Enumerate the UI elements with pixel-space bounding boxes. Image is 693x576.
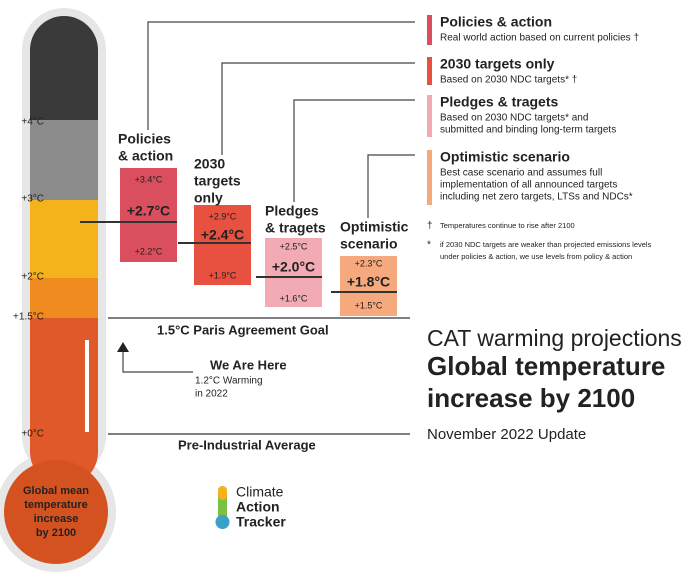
scenario-label: only	[194, 190, 223, 206]
leader	[367, 154, 415, 218]
goal-label: 1.5°C Paris Agreement Goal	[157, 322, 329, 337]
scenario-mid: +2.4°C	[201, 227, 244, 243]
legend-title: Pledges & tragets	[440, 94, 558, 110]
scenario-label: & action	[118, 148, 173, 164]
legend-text: Based on 2030 NDC targets* †	[440, 75, 577, 86]
logo-text: Action	[236, 499, 280, 515]
here-text: 1.2°C Warming	[195, 376, 263, 387]
logo-text: Tracker	[236, 514, 286, 530]
scenario-box	[340, 256, 397, 316]
scenario-high: +2.9°C	[209, 211, 237, 221]
legend-text: Based on 2030 NDC targets* and	[440, 113, 588, 124]
bulb-text: by 2100	[36, 527, 76, 539]
scale-label: +4°C	[21, 117, 44, 128]
legend-text: Best case scenario and assumes full	[440, 168, 602, 179]
band	[30, 278, 98, 318]
scenario-box	[120, 168, 177, 262]
bulb-text: temperature	[24, 499, 88, 511]
bulb-text: increase	[34, 513, 79, 525]
here-leader	[122, 352, 193, 373]
scenario-label: Pledges	[265, 203, 319, 219]
scenario-low: +1.9°C	[209, 270, 237, 280]
scenario-label: Optimistic	[340, 219, 409, 235]
scenario-box	[194, 205, 251, 285]
legend-text: implementation of all announced targets	[440, 180, 617, 191]
scenario-label: targets	[194, 173, 241, 189]
legend-text: including net zero targets, LTSs and NDC…	[440, 192, 633, 203]
logo-text: Climate	[236, 484, 284, 500]
heading-kicker: CAT warming projections	[427, 325, 682, 351]
scale-label: +1.5°C	[13, 312, 44, 323]
scenario-label: scenario	[340, 236, 398, 252]
scenario-high: +3.4°C	[135, 174, 163, 184]
here-arrow	[117, 342, 129, 352]
band	[30, 16, 98, 120]
heading-subtitle: November 2022 Update	[427, 426, 586, 443]
note-text: Temperatures continue to rise after 2100	[440, 221, 575, 230]
legend-text: submitted and binding long-term targets	[440, 125, 616, 136]
here-text: in 2022	[195, 389, 228, 400]
note-text: under policies & action, we use levels f…	[440, 252, 632, 261]
scenario-low: +1.5°C	[355, 300, 383, 310]
leader	[221, 62, 415, 155]
legend-swatch	[427, 57, 432, 85]
bulb	[4, 460, 108, 564]
scenario-label: 2030	[194, 156, 225, 172]
scenario-box	[265, 238, 322, 307]
heading-title: increase by 2100	[427, 383, 635, 413]
scenario-mid: +1.8°C	[347, 274, 390, 290]
legend-swatch	[427, 150, 432, 205]
legend-title: Optimistic scenario	[440, 149, 570, 165]
scenario-mid: +2.0°C	[272, 259, 315, 275]
leader	[293, 99, 415, 202]
note-text: if 2030 NDC targets are weaker than proj…	[440, 240, 652, 249]
legend-swatch	[427, 95, 432, 137]
scenario-high: +2.5°C	[280, 241, 308, 251]
scenario-low: +1.6°C	[280, 293, 308, 303]
note-symbol: *	[427, 240, 431, 251]
scenario-high: +2.3°C	[355, 258, 383, 268]
scale-label: +0°C	[21, 429, 44, 440]
legend-text: Real world action based on current polic…	[440, 33, 639, 44]
scenario-label: Policies	[118, 131, 171, 147]
scenario-label: & tragets	[265, 220, 326, 236]
bulb-text: Global mean	[23, 485, 89, 497]
band	[30, 120, 98, 200]
mercury-highlight	[85, 340, 89, 432]
logo-icon	[215, 515, 230, 529]
legend-title: Policies & action	[440, 14, 552, 30]
scenario-low: +2.2°C	[135, 246, 163, 256]
scenario-mid: +2.7°C	[127, 203, 170, 219]
here-title: We Are Here	[210, 357, 287, 372]
scale-label: +2°C	[21, 272, 44, 283]
note-symbol: †	[427, 221, 433, 232]
legend-title: 2030 targets only	[440, 56, 555, 72]
scale-label: +3°C	[21, 194, 44, 205]
legend-swatch	[427, 15, 432, 45]
baseline-label: Pre-Industrial Average	[178, 437, 316, 452]
logo-icon	[218, 486, 227, 500]
band	[30, 200, 98, 278]
heading-title: Global temperature	[427, 351, 665, 381]
leader	[147, 21, 415, 130]
